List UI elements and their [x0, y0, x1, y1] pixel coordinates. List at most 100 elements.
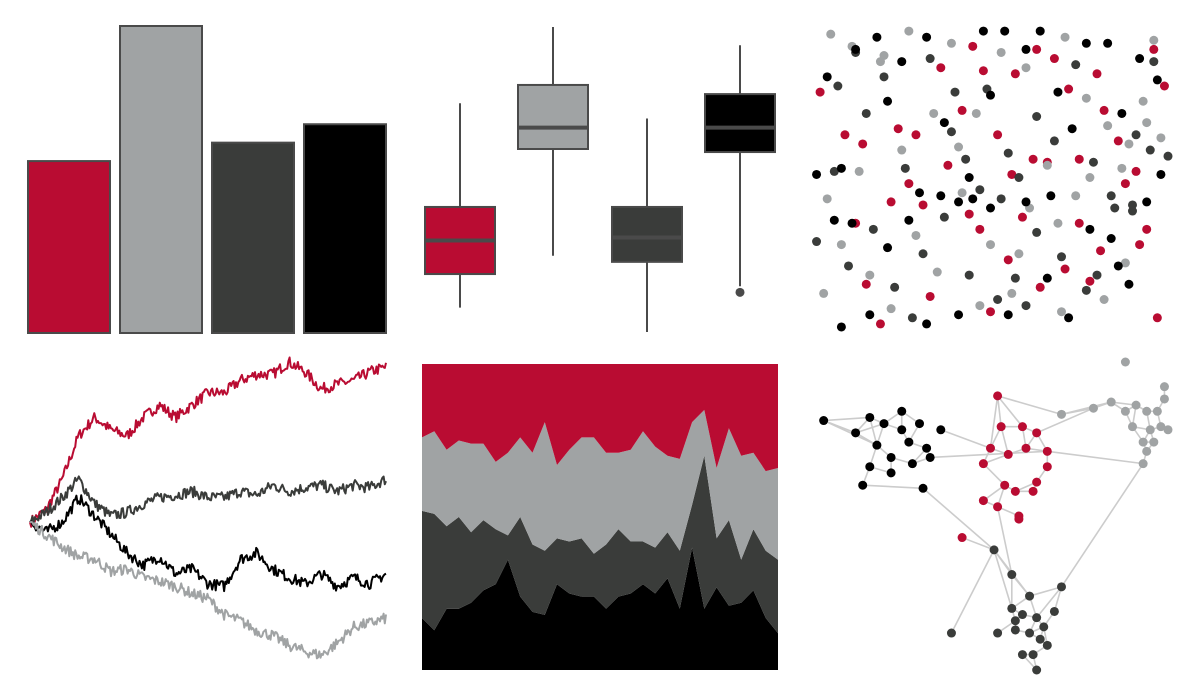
- network-edge: [922, 487, 995, 551]
- bar: [27, 160, 111, 334]
- scatter-point: [886, 304, 896, 314]
- network-node: [915, 419, 924, 429]
- scatter-point: [815, 87, 825, 97]
- scatter-point: [1017, 212, 1027, 222]
- scatter-point: [844, 261, 853, 271]
- network-node: [1025, 591, 1035, 601]
- scatter-point: [946, 38, 956, 48]
- scatter-point: [829, 215, 839, 225]
- scatter-point: [1110, 203, 1120, 213]
- network-node: [1152, 406, 1162, 416]
- network-edge: [996, 506, 1013, 575]
- scatter-point: [1113, 261, 1123, 271]
- network-node: [1159, 382, 1169, 392]
- scatter-point: [861, 279, 871, 289]
- network-node: [993, 391, 1003, 401]
- scatter-point: [1163, 151, 1173, 161]
- scatter-point: [907, 313, 917, 323]
- scatter-point: [1081, 285, 1091, 295]
- scatter-point: [1142, 224, 1152, 234]
- network-edges: [823, 386, 1169, 671]
- scatter-point: [978, 26, 988, 36]
- network-node: [1032, 428, 1042, 438]
- box-outlier: [735, 287, 745, 297]
- network-node: [986, 443, 995, 453]
- scatter-point: [1064, 84, 1074, 94]
- scatter-point: [829, 166, 839, 176]
- network-node: [904, 437, 914, 447]
- scatter-point: [875, 319, 885, 329]
- network-node: [1057, 582, 1066, 592]
- network-node: [1142, 406, 1152, 416]
- network-edge: [862, 484, 924, 490]
- scatter-point: [1099, 105, 1109, 115]
- scatter-point: [1071, 60, 1081, 70]
- scatter-point: [925, 291, 935, 301]
- network-node: [1014, 514, 1024, 524]
- network-node: [1042, 640, 1052, 650]
- network-edge: [869, 417, 878, 446]
- scatter-point: [1021, 44, 1031, 54]
- area-layer: [422, 409, 778, 560]
- network-node: [1149, 437, 1159, 447]
- network-node: [989, 545, 999, 555]
- network-node: [946, 628, 956, 638]
- network-node: [1025, 628, 1035, 638]
- box-body: [704, 93, 776, 154]
- scatter-point: [865, 310, 875, 320]
- scatter-point: [954, 142, 964, 152]
- scatter-point: [922, 32, 932, 42]
- stacked-area-chart: [422, 364, 778, 670]
- scatter-point: [936, 63, 946, 73]
- scatter-point: [1042, 160, 1052, 170]
- network-node: [918, 483, 928, 493]
- scatter-point: [890, 282, 900, 292]
- scatter-point: [1014, 249, 1024, 259]
- line-series: [29, 521, 387, 660]
- scatter-point: [1131, 130, 1141, 140]
- network-node: [1010, 486, 1020, 496]
- network-edge: [940, 429, 991, 449]
- network-node: [993, 502, 1003, 512]
- scatter-point: [1135, 240, 1145, 250]
- scatter-point: [1128, 200, 1137, 210]
- scatter-point: [1120, 258, 1130, 268]
- network-node: [897, 425, 907, 435]
- scatter-point: [936, 191, 946, 201]
- scatter-point: [971, 108, 981, 118]
- area-layer: [422, 364, 778, 472]
- network-node: [865, 462, 875, 472]
- network-edge: [823, 419, 878, 446]
- network-node: [1156, 422, 1166, 432]
- scatter-point: [986, 240, 995, 250]
- scatter-point: [1149, 57, 1159, 67]
- scatter-point: [943, 160, 953, 170]
- area-layer: [422, 547, 778, 670]
- scatter-point: [1028, 154, 1038, 164]
- scatter-point: [954, 310, 964, 320]
- network-node: [1049, 606, 1059, 616]
- scatter-point: [975, 224, 985, 234]
- line-chart: [29, 356, 387, 660]
- scatter-point: [911, 130, 921, 140]
- scatter-point: [1135, 54, 1145, 64]
- scatter-point: [975, 301, 985, 311]
- network-node: [1120, 357, 1130, 367]
- scatter-point: [1014, 173, 1024, 182]
- scatter-point: [968, 194, 978, 204]
- scatter-point: [964, 270, 974, 280]
- scatter-point: [1060, 264, 1070, 274]
- network-edge: [961, 536, 995, 551]
- scatter-point: [1049, 54, 1059, 64]
- area-layer: [422, 455, 778, 634]
- scatter-point: [996, 194, 1006, 204]
- scatter-point: [975, 185, 985, 195]
- scatter-point: [897, 145, 907, 155]
- scatter-point: [812, 169, 822, 179]
- scatter-point: [1085, 173, 1095, 182]
- scatter-point: [939, 212, 949, 222]
- network-edge: [855, 422, 885, 434]
- scatter-point: [1032, 227, 1042, 237]
